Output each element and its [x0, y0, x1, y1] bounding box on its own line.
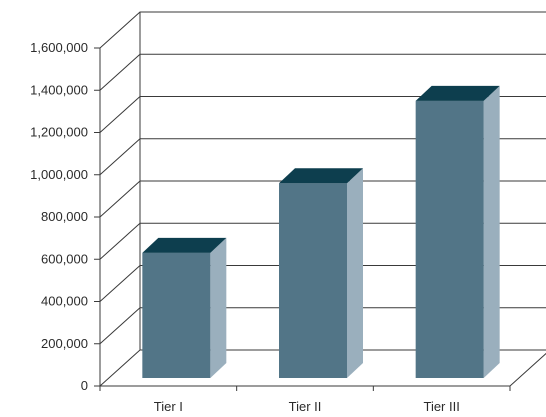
axes [94, 11, 546, 391]
x-tick-labels: Tier I Tier II Tier III [154, 399, 460, 414]
bar-front [279, 183, 347, 378]
bar-top [142, 237, 227, 253]
bar-side [483, 85, 500, 378]
y-tick-label: 400,000 [41, 294, 88, 309]
y-tick-label: 1,000,000 [30, 167, 88, 182]
bars [142, 85, 500, 378]
bar-front [415, 100, 484, 378]
floor-back-edge [99, 349, 546, 387]
x-tick-label: Tier I [154, 399, 183, 414]
y-tick-labels: 0 200,000 400,000 600,000 800,000 1,000,000 1,… [30, 40, 88, 393]
gridline [99, 53, 546, 91]
bar-side [210, 237, 227, 378]
bar-front [142, 252, 211, 378]
bar-side [347, 168, 363, 378]
y-tick-label: 1,400,000 [30, 82, 88, 97]
y-tick-label: 1,600,000 [30, 40, 88, 55]
y-tick-label: 600,000 [41, 251, 88, 266]
bar [142, 237, 227, 378]
x-tick-label: Tier III [423, 399, 459, 414]
bar [415, 85, 500, 378]
x-tick-label: Tier II [289, 399, 322, 414]
y-tick-label: 800,000 [41, 209, 88, 224]
bar-top [279, 168, 363, 184]
y-tick-label: 1,200,000 [30, 125, 88, 140]
gridline [99, 11, 546, 49]
y-tick-label: 200,000 [41, 336, 88, 351]
bar [279, 168, 363, 378]
y-tick-label: 0 [81, 378, 88, 393]
bar-top [415, 85, 500, 101]
